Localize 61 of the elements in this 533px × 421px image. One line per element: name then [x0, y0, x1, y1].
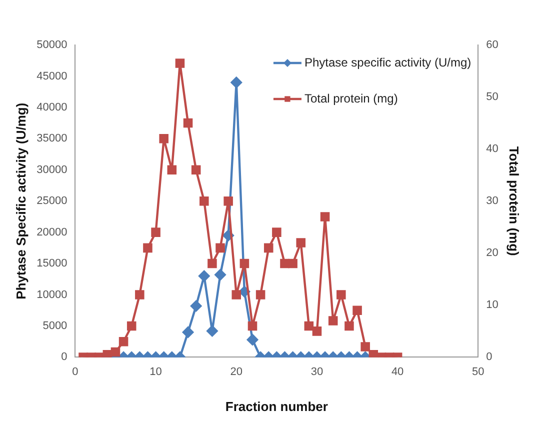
- point: [151, 228, 160, 237]
- y-axis-title: Phytase Specific activity (U/mg): [13, 102, 28, 300]
- point: [232, 290, 242, 300]
- y-tick-label: 35000: [36, 132, 68, 145]
- y2-tick-label: 50: [486, 91, 498, 104]
- point: [304, 321, 314, 331]
- point: [143, 243, 152, 253]
- point: [336, 290, 346, 300]
- legend-label: Phytase specific activity (U/mg): [304, 55, 472, 70]
- point: [200, 196, 209, 206]
- point: [256, 290, 266, 300]
- x-tick-label: 10: [150, 366, 162, 378]
- point: [288, 258, 298, 268]
- point: [328, 316, 338, 326]
- y-tick-label: 10000: [36, 288, 68, 301]
- y2-tick-label: 20: [486, 247, 498, 260]
- y2-tick-label: 10: [486, 299, 498, 312]
- point: [135, 290, 144, 300]
- y2-tick-label: 60: [486, 39, 498, 52]
- x-tick-label: 20: [230, 366, 243, 378]
- point: [208, 258, 217, 268]
- point: [191, 165, 201, 175]
- point: [272, 228, 282, 237]
- x-axis-title: Fraction number: [225, 398, 328, 414]
- y-tick-label: 15000: [36, 258, 68, 270]
- y2-tick-label: 40: [486, 143, 498, 156]
- point: [118, 336, 128, 346]
- point: [175, 58, 185, 68]
- y-tick-label: 5000: [42, 320, 68, 332]
- point: [159, 134, 168, 144]
- y-tick-label: 40000: [36, 101, 68, 114]
- y2-tick-label: 30: [486, 195, 498, 208]
- x-tick-label: 0: [72, 366, 78, 378]
- y-tick-label: 20000: [36, 226, 68, 238]
- x-tick-label: 30: [310, 366, 324, 378]
- y-tick-label: 25000: [36, 195, 68, 208]
- point: [110, 347, 120, 357]
- x-tick-label: 50: [472, 366, 484, 378]
- y-tick-label: 45000: [36, 70, 68, 82]
- point: [368, 350, 378, 358]
- point: [216, 243, 225, 253]
- point: [240, 258, 250, 268]
- point: [183, 118, 193, 128]
- point: [352, 306, 362, 316]
- point: [296, 238, 306, 248]
- point: [126, 321, 136, 331]
- point: [360, 342, 370, 352]
- point: [312, 326, 322, 336]
- point: [320, 212, 330, 222]
- point: [224, 196, 233, 206]
- y-tick-label: 0: [61, 351, 68, 364]
- point: [167, 165, 177, 175]
- y2-tick-label: 0: [486, 351, 492, 364]
- x-tick-label: 40: [391, 366, 404, 378]
- point: [264, 243, 274, 253]
- y-tick-label: 30000: [36, 164, 68, 176]
- point: [344, 321, 354, 331]
- point: [248, 321, 258, 331]
- y-tick-label: 50000: [36, 39, 68, 52]
- legend-label: Total protein (mg): [304, 91, 398, 106]
- y2-axis-title: Total protein (mg): [506, 146, 522, 256]
